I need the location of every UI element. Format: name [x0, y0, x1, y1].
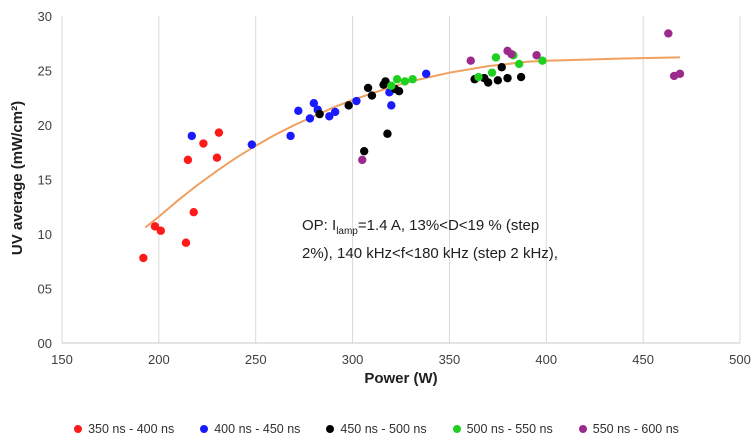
x-tick-label: 350 — [439, 352, 461, 367]
y-tick-label: 15 — [38, 173, 52, 188]
data-point-series-2 — [352, 96, 361, 106]
data-point-series-2 — [330, 107, 340, 117]
data-point-series-4 — [514, 59, 524, 69]
data-point-series-3 — [315, 109, 324, 119]
data-point-series-3 — [381, 77, 390, 86]
legend-label: 550 ns - 600 ns — [592, 422, 679, 436]
annotation-line-1-pre: OP: I — [302, 217, 336, 234]
data-point-series-1 — [214, 128, 224, 137]
legend-marker — [200, 425, 209, 433]
data-point-series-3 — [483, 78, 493, 87]
data-point-series-3 — [493, 76, 503, 85]
legend-item-series-5: 550 ns - 600 ns — [578, 422, 679, 436]
gridlines — [61, 16, 741, 343]
data-point-series-5 — [532, 51, 541, 60]
legend-item-series-1: 350 ns - 400 ns — [74, 422, 174, 436]
y-tick-label: 25 — [38, 64, 52, 79]
data-point-series-3 — [516, 72, 526, 82]
y-axis-title: UV average (mW/cm²) — [9, 101, 26, 255]
data-point-series-2 — [286, 131, 295, 141]
data-point-series-4 — [474, 72, 483, 82]
legend-label: 450 ns - 500 ns — [340, 422, 427, 436]
x-tick-label: 200 — [148, 352, 170, 367]
data-point-series-1 — [199, 139, 208, 148]
data-point-series-1 — [212, 153, 222, 162]
data-point-series-1 — [181, 238, 191, 247]
data-point-series-4 — [408, 75, 417, 84]
data-point-series-3 — [394, 87, 404, 96]
x-tick-label: 150 — [51, 352, 73, 367]
data-point-series-3 — [363, 83, 373, 93]
data-point-series-3 — [367, 91, 377, 100]
x-tick-labels: 150 200 250 300 350 400 450 500 — [51, 352, 751, 367]
y-tick-label: 05 — [38, 282, 52, 297]
data-point-series-5 — [358, 155, 367, 165]
data-point-series-1 — [139, 253, 148, 263]
data-point-series-2 — [305, 114, 315, 123]
legend-marker — [452, 425, 461, 433]
data-point-series-4 — [392, 75, 402, 84]
data-point-series-1 — [183, 155, 193, 165]
y-tick-label: 30 — [38, 9, 52, 24]
x-tick-label: 400 — [535, 352, 557, 367]
data-point-series-4 — [491, 53, 501, 62]
data-point-series-3 — [359, 146, 369, 156]
x-tick-label: 450 — [632, 352, 654, 367]
data-point-series-1 — [156, 226, 165, 235]
y-tick-labels: 00 05 10 15 20 25 30 — [38, 9, 52, 351]
y-tick-label: 20 — [38, 118, 52, 133]
data-point-series-1 — [150, 222, 160, 231]
data-point-series-4 — [387, 81, 396, 90]
x-tick-label: 500 — [729, 352, 751, 367]
data-point-series-4 — [400, 77, 410, 86]
x-tick-label: 250 — [245, 352, 267, 367]
data-point-series-2 — [387, 101, 396, 110]
data-point-series-5 — [507, 49, 516, 59]
legend-item-series-2: 400 ns - 450 ns — [200, 422, 300, 436]
annotation-line-1: OP: Ilamp=1.4 A, 13%<D<19 % (step — [302, 217, 539, 237]
data-point-series-2 — [325, 112, 334, 121]
data-point-series-5 — [664, 29, 673, 38]
legend-marker — [326, 425, 335, 433]
legend-label: 400 ns - 450 ns — [214, 422, 301, 436]
data-point-series-2 — [247, 140, 257, 149]
x-axis-title: Power (W) — [364, 370, 437, 387]
legend-marker — [578, 425, 587, 433]
data-point-series-2 — [294, 106, 303, 116]
data-point-series-3 — [344, 101, 353, 110]
legend: 350 ns - 400 ns 400 ns - 450 ns 450 ns - 5… — [0, 418, 753, 440]
legend-label: 350 ns - 400 ns — [88, 422, 175, 436]
data-point-series-5 — [466, 56, 475, 65]
annotation-line-1-post: =1.4 A, 13%<D<19 % (step — [358, 217, 539, 234]
y-tick-label: 00 — [38, 336, 52, 351]
data-point-series-3 — [383, 129, 392, 138]
y-tick-label: 10 — [38, 227, 52, 242]
legend-label: 500 ns - 550 ns — [466, 422, 553, 436]
data-point-series-1 — [189, 208, 198, 217]
data-point-series-4 — [538, 56, 547, 65]
x-tick-label: 300 — [342, 352, 364, 367]
data-point-series-3 — [497, 63, 506, 72]
annotation-subscript: lamp — [336, 226, 358, 237]
legend-item-series-3: 450 ns - 500 ns — [326, 422, 427, 436]
data-point-series-5 — [675, 69, 685, 78]
data-point-series-4 — [487, 68, 497, 77]
data-point-series-2 — [187, 131, 196, 141]
annotation-line-2: 2%), 140 kHz<f<180 kHz (step 2 kHz), — [302, 245, 558, 262]
legend-marker — [74, 425, 83, 433]
data-points — [139, 29, 685, 263]
data-point-series-2 — [421, 69, 431, 78]
scatter-chart: 150 200 250 300 350 400 450 500 00051015202530 … — [9, 9, 751, 387]
legend-item-series-4: 500 ns - 550 ns — [452, 422, 553, 436]
data-point-series-3 — [503, 73, 512, 83]
data-point-series-2 — [309, 99, 319, 108]
